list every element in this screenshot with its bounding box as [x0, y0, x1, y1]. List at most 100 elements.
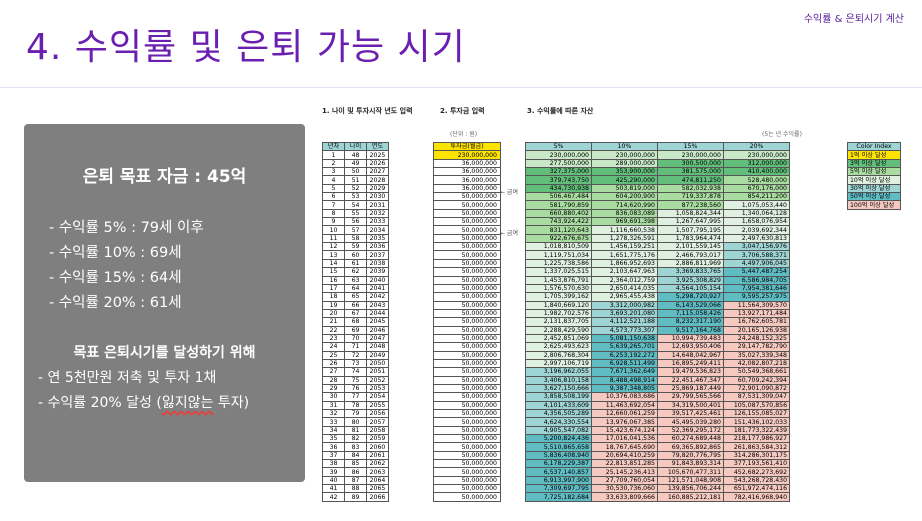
table-row: 19 66 2043	[322, 300, 389, 310]
table-cell: 2056	[366, 408, 389, 419]
table-cell: 75	[344, 375, 367, 385]
table-cell: 22,451,467,347	[657, 375, 724, 385]
table-cell: 16	[322, 275, 345, 285]
column-header: 20%	[723, 141, 790, 152]
table-cell: 86	[344, 467, 367, 477]
table-cell: 2044	[366, 308, 389, 319]
table-cell: 50,000,000	[433, 217, 501, 227]
table-cell: 84	[344, 450, 367, 461]
table-cell: 61	[344, 258, 367, 269]
color-index-table: Color Index 1억 이상 달성 3억 이상 달성 5억 이상 달성 10억 …	[847, 141, 901, 210]
table-row: 2,997,106,719 6,928,511,499 16,895,249,411…	[525, 358, 790, 369]
table-cell: 52	[344, 183, 367, 194]
table-row: 50,000,000	[433, 484, 501, 494]
table-cell: 67	[344, 308, 367, 319]
table-cell: 582,032,938	[657, 183, 724, 194]
table-cell: 88	[344, 484, 367, 494]
table-cell: 2,997,106,719	[525, 358, 592, 369]
table-cell: 230,000,000	[433, 150, 501, 160]
rate-item: - 수익률 5% : 79세 이후	[49, 220, 204, 236]
table-cell: 52,369,295,172	[657, 425, 724, 436]
table-cell: 83	[344, 442, 367, 452]
spreadsheet: 1. 나이 및 투자시작 년도 입력 2. 투자금 입력 3. 수익률에 따른 …	[322, 102, 907, 502]
table-cell: 36	[322, 442, 345, 452]
table-cell: 506,467,484	[525, 192, 592, 202]
action-list: - 연 5천만원 저축 및 투자 1채 - 수익률 20% 달성 (잃지않는 투…	[38, 366, 249, 416]
table-cell: 1,982,702,576	[525, 308, 592, 319]
table-row: 2,131,837,705 4,112,521,188 8,232,317,190 1…	[525, 317, 790, 327]
table-cell: 1,866,952,693	[591, 258, 658, 269]
table-cell: 425,290,000	[591, 175, 658, 185]
table-row: 3,406,810,158 8,488,498,914 22,451,467,347…	[525, 375, 790, 385]
table-row: 20 67 2044	[322, 308, 389, 319]
table-row: 26 73 2050	[322, 358, 389, 369]
table-row: 1,576,570,630 2,650,414,035 4,564,105,154 7…	[525, 283, 790, 294]
table-cell: 32	[322, 408, 345, 419]
table-cell: 30	[322, 392, 345, 402]
table-cell: 10,376,083,686	[591, 392, 658, 402]
legend-row: 5억 이상 달성	[847, 167, 901, 177]
table-cell: 85	[344, 459, 367, 469]
table-row: 40 87 2064	[322, 475, 389, 486]
table-row: 50,000,000	[433, 475, 501, 486]
table-cell: 2033	[366, 217, 389, 227]
table-cell: 2051	[366, 367, 389, 377]
table-cell: 2,452,851,069	[525, 333, 592, 344]
table-row: 1,705,399,162 2,965,455,438 5,298,720,927 9…	[525, 292, 790, 302]
table-cell: 6,178,229,387	[525, 459, 592, 469]
table-row: 36,000,000	[433, 183, 501, 194]
header-tag: 수익률 & 은퇴시기 계산	[803, 14, 904, 25]
table-cell: 50,000,000	[433, 459, 501, 469]
section-label: 3. 수익률에 따른 자산	[527, 107, 594, 115]
table-cell: 2035	[366, 233, 389, 244]
table-cell: 50,000,000	[433, 475, 501, 486]
table-cell: 6,586,984,705	[723, 275, 790, 285]
table-row: 327,375,000 353,900,000 381,575,000 410,400…	[525, 167, 790, 177]
table-cell: 33,633,809,666	[591, 492, 658, 502]
table-cell: 50,000,000	[433, 267, 501, 277]
table-cell: 289,000,000	[591, 158, 658, 169]
table-cell: 410,400,000	[723, 167, 790, 177]
table-row: 7,309,697,795 30,530,736,060 139,856,706,2…	[525, 484, 790, 494]
table-row: 1,840,669,120 3,312,000,982 6,143,529,066 1…	[525, 300, 790, 310]
table-cell: 543,268,728,430	[723, 475, 790, 486]
table-cell: 5,639,265,701	[591, 342, 658, 352]
table-cell: 6	[322, 192, 345, 202]
table-cell: 28	[322, 375, 345, 385]
table-row: 1,225,738,586 1,866,952,693 2,886,811,969 4…	[525, 258, 790, 269]
table-cell: 50,000,000	[433, 350, 501, 360]
table-cell: 87	[344, 475, 367, 486]
table-cell: 14,648,042,967	[657, 350, 724, 360]
table-row: 50,000,000	[433, 200, 501, 210]
table-cell: 2,039,692,344	[723, 225, 790, 235]
table-row: 14 61 2038	[322, 258, 389, 269]
table-cell: 3,369,833,765	[657, 267, 724, 277]
table-cell: 651,972,474,116	[723, 484, 790, 494]
table-row: 1 48 2025	[322, 150, 389, 160]
table-row: 50,000,000	[433, 383, 501, 394]
table-row: 1,982,702,576 3,693,201,080 7,115,058,426 1…	[525, 308, 790, 319]
table-cell: 160,885,212,181	[657, 492, 724, 502]
table-cell: 1,507,795,195	[657, 225, 724, 235]
table-cell: 13	[322, 250, 345, 260]
table-cell: 2052	[366, 375, 389, 385]
table-cell: 2027	[366, 167, 389, 177]
table-row: 831,120,643 1,116,660,538 1,507,795,195 2,0…	[525, 225, 790, 235]
table-cell: 12,660,061,259	[591, 408, 658, 419]
rate-item: - 수익률 20% : 61세	[49, 295, 182, 311]
table-cell: 65	[344, 292, 367, 302]
table-cell: 2,103,647,963	[591, 267, 658, 277]
table-row: 1,018,810,509 1,456,159,251 2,101,559,145 3…	[525, 242, 790, 252]
table-row: 17 64 2041	[322, 283, 389, 294]
table-row: 50,000,000	[433, 408, 501, 419]
table-row: 31 78 2055	[322, 400, 389, 411]
table-cell: 29,799,565,566	[657, 392, 724, 402]
table-cell: 3,312,000,982	[591, 300, 658, 310]
table-cell: 18	[322, 292, 345, 302]
table-cell: 18,767,645,690	[591, 442, 658, 452]
table-cell: 12,693,950,406	[657, 342, 724, 352]
table-cell: 1,075,053,440	[723, 200, 790, 210]
table-cell: 604,200,900	[591, 192, 658, 202]
table-row: 50,000,000	[433, 250, 501, 260]
table-row: 50,000,000	[433, 350, 501, 360]
